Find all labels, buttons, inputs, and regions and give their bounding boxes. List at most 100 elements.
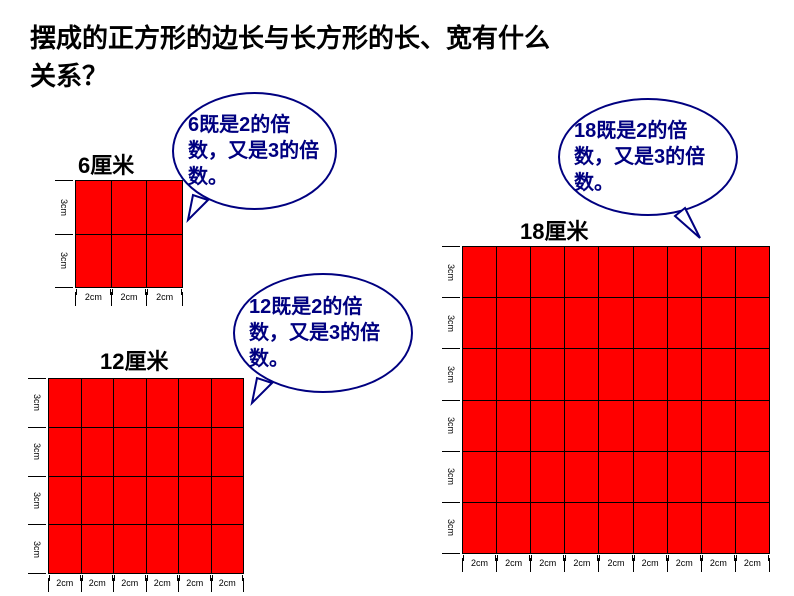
grid-cell [531,401,564,451]
grid-cell [668,349,701,399]
grid-cell [531,503,564,553]
ruler-h-segment: 2cm [81,578,114,592]
grid-6-container: 3cm3cm 2cm2cm2cm [75,180,183,288]
grid-cell [76,235,111,288]
grid-cell [668,298,701,348]
grid-cell [147,477,179,525]
grid-cell [702,298,735,348]
ruler-h-segment: 2cm [462,558,496,572]
grid-cell [565,503,598,553]
grid-6-ruler-v: 3cm3cm [55,180,73,288]
grid-12-container: 3cm3cm3cm3cm 2cm2cm2cm2cm2cm2cm [48,378,244,574]
bubble-12-tail [252,378,282,408]
grid-cell [702,452,735,502]
ruler-v-segment: 3cm [442,400,460,451]
grid-cell [147,525,179,573]
grid-cell [114,525,146,573]
grid-cell [212,477,244,525]
grid-cell [634,401,667,451]
grid-cell [565,452,598,502]
grid-cell [668,247,701,297]
ruler-h-segment: 2cm [146,578,179,592]
grid-cell [634,452,667,502]
grid-cell [212,525,244,573]
grid-cell [497,349,530,399]
grid-cell [49,379,81,427]
bubble-12-text: 12既是2的倍数，又是3的倍数。 [249,294,397,372]
grid-cell [599,452,632,502]
ruler-v-segment: 3cm [442,297,460,348]
grid-cell [634,503,667,553]
grid-18-ruler-v: 3cm3cm3cm3cm3cm3cm [442,246,460,554]
grid-cell [179,379,211,427]
ruler-v-segment: 3cm [55,234,73,289]
grid-cell [736,349,769,399]
grid-cell [702,247,735,297]
ruler-h-segment: 2cm [564,558,598,572]
grid-cell [736,298,769,348]
grid-cell [179,525,211,573]
grid-cell [497,247,530,297]
grid-cell [497,503,530,553]
grid-cell [82,379,114,427]
ruler-v-segment: 3cm [28,427,46,476]
grid-cell [599,247,632,297]
grid-cell [212,379,244,427]
grid-cell [463,452,496,502]
grid-cell [49,477,81,525]
ruler-h-segment: 2cm [113,578,146,592]
grid-cell [49,525,81,573]
grid-18-container: 3cm3cm3cm3cm3cm3cm 2cm2cm2cm2cm2cm2cm2cm… [462,246,770,554]
grid-6-ruler-h: 2cm2cm2cm [75,292,183,306]
grid-cell [531,247,564,297]
grid-cell [565,298,598,348]
speech-bubble-18: 18既是2的倍数，又是3的倍数。 [558,98,738,216]
grid-cell [531,452,564,502]
grid-cell [497,401,530,451]
ruler-h-segment: 2cm [530,558,564,572]
grid-6-label: 6厘米 [78,148,134,180]
ruler-h-segment: 2cm [48,578,81,592]
bubble-6-text: 6既是2的倍数，又是3的倍数。 [188,112,321,190]
question-title-line1: 摆成的正方形的边长与长方形的长、宽有什么 [30,18,550,55]
ruler-h-segment: 2cm [211,578,245,592]
bubble-6-tail [188,195,218,225]
grid-cell [82,477,114,525]
grid-cell [463,503,496,553]
ruler-v-segment: 3cm [28,476,46,525]
grid-cell [212,428,244,476]
grid-18 [462,246,770,554]
grid-cell [634,349,667,399]
grid-cell [147,379,179,427]
ruler-v-segment: 3cm [28,524,46,574]
ruler-h-segment: 2cm [701,558,735,572]
grid-cell [114,379,146,427]
ruler-v-segment: 3cm [55,180,73,234]
grid-cell [634,298,667,348]
ruler-v-segment: 3cm [442,246,460,297]
ruler-h-segment: 2cm [111,292,147,306]
bubble-18-text: 18既是2的倍数，又是3的倍数。 [574,118,722,196]
bubble-18-tail [675,208,705,243]
grid-cell [565,401,598,451]
ruler-h-segment: 2cm [496,558,530,572]
grid-cell [76,181,111,234]
ruler-h-segment: 2cm [75,292,111,306]
grid-cell [497,452,530,502]
grid-cell [736,503,769,553]
question-title-line2: 关系？ [30,56,108,93]
ruler-h-segment: 2cm [178,578,211,592]
grid-cell [634,247,667,297]
grid-cell [668,452,701,502]
ruler-v-segment: 3cm [28,378,46,427]
grid-cell [179,477,211,525]
grid-18-ruler-h: 2cm2cm2cm2cm2cm2cm2cm2cm2cm [462,558,770,572]
grid-cell [463,401,496,451]
grid-cell [702,401,735,451]
grid-cell [599,349,632,399]
grid-cell [565,349,598,399]
grid-cell [565,247,598,297]
grid-cell [599,503,632,553]
grid-cell [112,181,147,234]
ruler-h-segment: 2cm [146,292,183,306]
